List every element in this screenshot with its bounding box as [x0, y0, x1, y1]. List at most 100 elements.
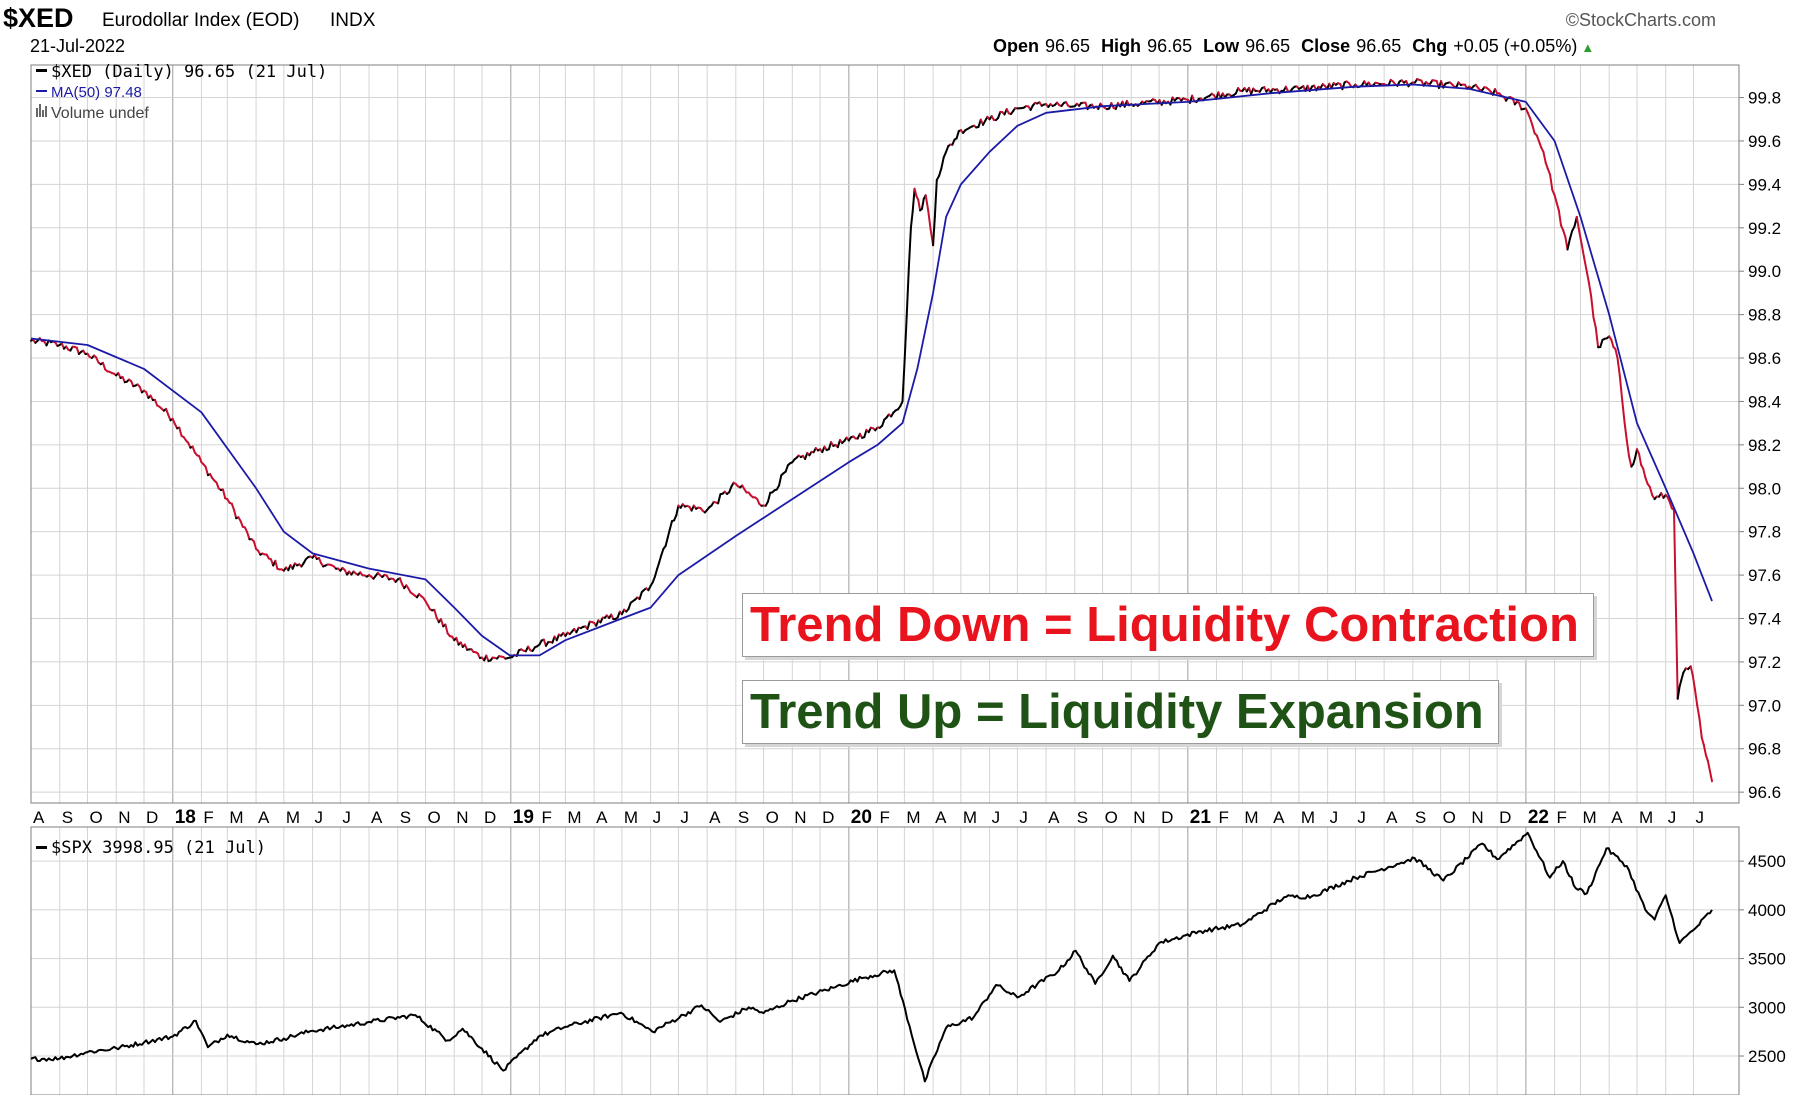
- upper-y-tick-label: 97.0: [1748, 696, 1781, 715]
- xed-price-segment: [586, 620, 591, 630]
- xed-price-segment: [938, 167, 943, 177]
- xed-legend-swatch: [36, 69, 47, 72]
- x-axis-month-label: M: [1301, 808, 1315, 827]
- x-axis-month-label: N: [1133, 808, 1145, 827]
- x-axis-month-label: M: [1244, 808, 1258, 827]
- xed-price-segment: [1585, 268, 1590, 284]
- xed-price-segment: [901, 360, 906, 403]
- xed-price-segment: [485, 654, 490, 663]
- x-axis-month-label: D: [484, 808, 496, 827]
- upper-panel-lines: [30, 78, 1713, 783]
- xed-price-segment: [1644, 476, 1649, 485]
- xed-price-segment: [927, 209, 932, 231]
- x-axis-month-label: D: [146, 808, 158, 827]
- x-axis-month-label: M: [286, 808, 300, 827]
- low-value: 96.65: [1245, 36, 1290, 56]
- xed-price-segment: [1549, 173, 1554, 191]
- xed-price-segment: [274, 559, 279, 570]
- xed-price-segment: [909, 210, 914, 229]
- xed-price-segment: [675, 504, 680, 517]
- xed-price-segment: [1587, 281, 1593, 297]
- x-axis-month-label: F: [541, 808, 551, 827]
- xed-price-segment: [933, 179, 938, 218]
- spx-legend-swatch: [36, 846, 47, 849]
- x-axis-month-label: F: [880, 808, 890, 827]
- xed-price-segment: [1578, 230, 1583, 245]
- xed-price-segment: [1610, 338, 1615, 348]
- ohlc-readout: Open 96.65 High 96.65 Low 96.65 Close 96.65 Chg +…: [993, 36, 1594, 56]
- x-axis-month-label: M: [229, 808, 243, 827]
- x-axis-month-label: S: [1077, 808, 1088, 827]
- xed-price-segment: [1628, 455, 1633, 468]
- x-axis-month-label: O: [89, 808, 102, 827]
- lower-y-tick-label: 3500: [1748, 950, 1786, 969]
- xed-price-segment: [638, 591, 643, 601]
- xed-price-segment: [666, 528, 671, 539]
- upper-y-tick-label: 99.0: [1748, 262, 1781, 281]
- upper-y-tick-label: 97.6: [1748, 566, 1781, 585]
- upper-y-tick-label: 98.0: [1748, 479, 1781, 498]
- x-axis-month-label: J: [1695, 808, 1704, 827]
- up-arrow-icon: ▲: [1581, 40, 1594, 55]
- x-axis-month-label: D: [822, 808, 834, 827]
- lower-panel-lines: [30, 831, 1713, 1083]
- x-axis-month-label: N: [456, 808, 468, 827]
- xed-price-segment: [1618, 374, 1624, 402]
- volume-bars-icon: [36, 104, 47, 117]
- xed-price-segment: [1529, 117, 1534, 127]
- stockcharts-brand: ©StockCharts.com: [1566, 10, 1716, 30]
- xed-price-segment: [398, 577, 403, 585]
- x-axis-month-label: J: [992, 808, 1001, 827]
- xed-price-segment: [102, 361, 107, 371]
- x-axis-month-label: O: [428, 808, 441, 827]
- x-axis-month-label: F: [1218, 808, 1228, 827]
- trend-up-text: Trend Up = Liquidity Expansion: [750, 685, 1484, 739]
- xed-price-segment: [1623, 420, 1628, 442]
- x-axis-month-label: J: [680, 808, 689, 827]
- x-axis-month-label: O: [766, 808, 779, 827]
- xed-price-segment: [1580, 242, 1585, 259]
- high-value: 96.65: [1147, 36, 1192, 56]
- ma-legend-swatch: [36, 90, 47, 92]
- xed-price-segment: [1518, 102, 1523, 111]
- x-axis-month-label: A: [1048, 808, 1060, 827]
- x-axis-month-label: A: [1273, 808, 1285, 827]
- x-axis-month-label: J: [315, 808, 324, 827]
- xed-price-segment: [1694, 688, 1699, 707]
- xed-price-segment: [1668, 501, 1673, 510]
- lower-panel-frame: [30, 826, 1740, 1095]
- exchange-label: INDX: [330, 10, 376, 31]
- xed-price-segment: [921, 197, 925, 210]
- close-label: Close: [1301, 36, 1350, 56]
- xed-price-segment: [863, 428, 868, 439]
- upper-y-tick-label: 97.2: [1748, 653, 1781, 672]
- xed-price-segment: [658, 554, 663, 564]
- xed-price-segment: [198, 455, 203, 464]
- xed-price-segment: [664, 536, 669, 547]
- xed-price-segment: [1625, 439, 1631, 458]
- xed-price-segment: [1594, 326, 1600, 349]
- xed-price-segment: [940, 156, 945, 170]
- upper-y-tick-label: 99.6: [1748, 132, 1781, 151]
- trend-down-annotation: Trend Down = Liquidity Contraction: [742, 593, 1594, 657]
- x-axis-month-label: A: [935, 808, 947, 827]
- xed-price-segment: [1531, 124, 1536, 135]
- ma50-line: [30, 83, 1713, 657]
- upper-y-tick-label: 98.2: [1748, 436, 1781, 455]
- xed-price-segment: [252, 540, 258, 550]
- xed-price-segment: [778, 474, 783, 487]
- xed-price-segment: [1592, 316, 1597, 329]
- ma-legend-label: MA(50) 97.48: [51, 84, 142, 101]
- symbol: $XED: [3, 3, 74, 33]
- open-value: 96.65: [1045, 36, 1090, 56]
- xed-price-segment: [836, 439, 841, 449]
- x-axis-month-label: J: [1019, 808, 1027, 827]
- xed-price-segment: [165, 407, 170, 416]
- xed-price-segment: [653, 568, 658, 578]
- x-axis-month-label: J: [1668, 808, 1677, 827]
- xed-price-segment: [1673, 509, 1677, 609]
- x-axis-month-label: A: [33, 808, 45, 827]
- xed-price-segment: [1566, 238, 1571, 251]
- chart-date: 21-Jul-2022: [30, 36, 125, 56]
